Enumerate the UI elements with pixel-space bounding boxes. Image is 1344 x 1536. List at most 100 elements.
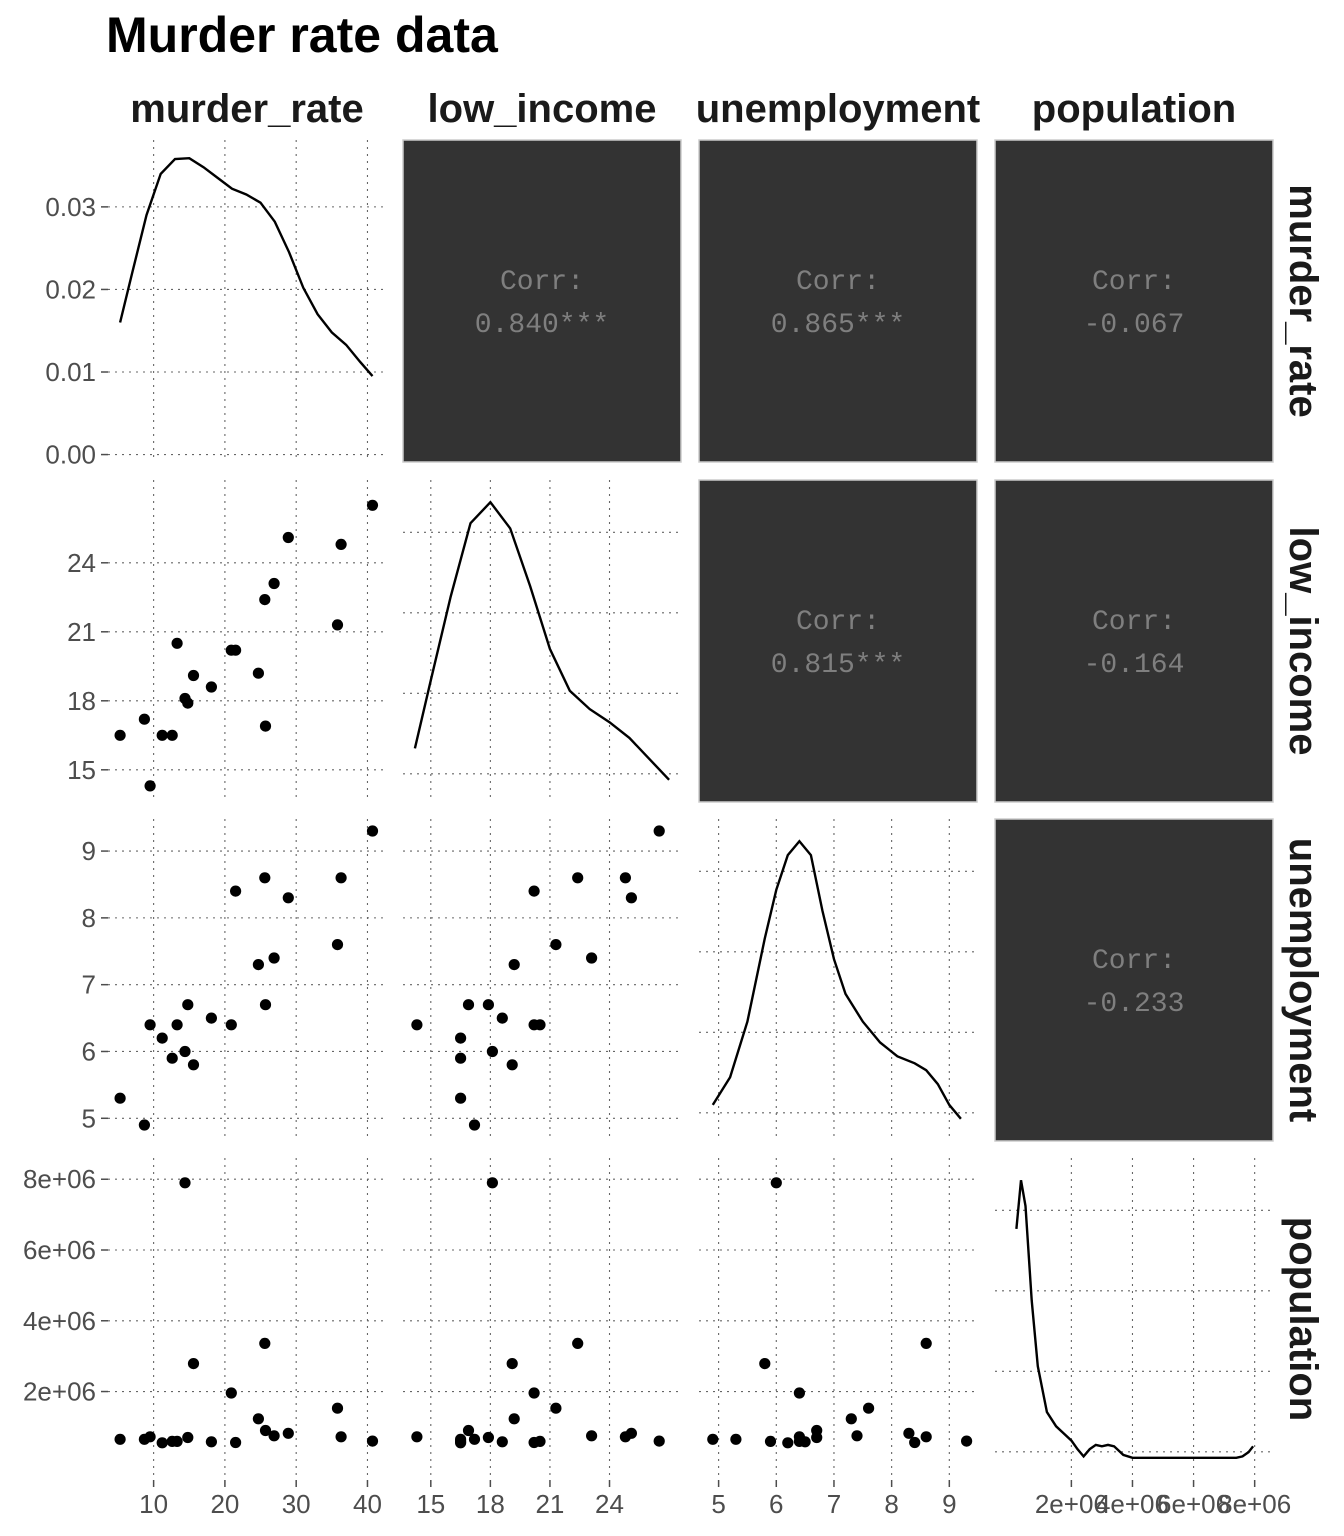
y-tick-label: 6 <box>82 1036 96 1066</box>
data-point <box>114 1433 126 1445</box>
data-point <box>903 1427 915 1439</box>
data-point <box>572 1337 584 1349</box>
y-tick-label: 9 <box>82 836 96 866</box>
data-point <box>411 1019 423 1031</box>
panel-murder_rate-population: Corr: -0.067 <box>994 139 1274 463</box>
data-point <box>455 1092 467 1104</box>
data-point <box>114 1092 126 1104</box>
data-point <box>759 1358 771 1370</box>
data-point <box>166 729 178 741</box>
correlation-panel-background <box>994 479 1274 803</box>
panel-unemployment-unemployment <box>699 819 977 1141</box>
data-point <box>259 594 271 606</box>
correlation-value: -0.233 <box>1084 989 1185 1020</box>
panel-population-low_income: 15 18 21 24 <box>403 1158 681 1519</box>
correlation-label: Corr: <box>1092 267 1176 298</box>
data-point <box>335 1431 347 1443</box>
panel-murder_rate-low_income: Corr: 0.840*** <box>402 139 682 463</box>
data-point <box>508 959 520 971</box>
data-point <box>811 1424 823 1437</box>
row-strip-unemployment: unemployment <box>1281 838 1325 1122</box>
data-point <box>171 637 183 649</box>
x-tick-label: 21 <box>535 1489 564 1519</box>
column-strip-low_income: low_income <box>428 87 657 131</box>
data-point <box>653 825 665 837</box>
y-tick-label: 6e+06 <box>23 1235 96 1265</box>
data-point <box>550 1402 562 1414</box>
x-tick-label: 24 <box>595 1489 624 1519</box>
data-point <box>411 1431 423 1443</box>
y-tick-label: 24 <box>67 548 96 578</box>
data-point <box>462 1424 475 1437</box>
data-point <box>625 892 638 904</box>
x-tick-label: 18 <box>476 1489 505 1519</box>
x-tick-label: 40 <box>353 1489 382 1519</box>
data-point <box>366 825 379 837</box>
panel-murder_rate-unemployment: Corr: 0.865*** <box>698 139 978 463</box>
data-point <box>961 1435 973 1447</box>
correlation-panel-background <box>994 818 1274 1142</box>
data-point <box>252 1413 264 1425</box>
x-tick-label: 20 <box>210 1489 239 1519</box>
y-tick-label: 0.02 <box>45 274 96 304</box>
data-point <box>462 999 475 1011</box>
x-tick-label: 7 <box>827 1489 841 1519</box>
x-tick-label: 6 <box>769 1489 783 1519</box>
data-point <box>182 697 194 709</box>
data-point <box>187 1059 200 1071</box>
x-tick-label: 2e+06 <box>1035 1489 1108 1519</box>
data-point <box>528 885 540 897</box>
correlation-value: 0.865*** <box>771 310 905 341</box>
x-tick-label: 10 <box>139 1489 168 1519</box>
data-point <box>259 720 272 732</box>
data-point <box>144 780 156 792</box>
correlation-label: Corr: <box>1092 946 1176 977</box>
y-tick-label: 15 <box>67 755 96 785</box>
x-tick-label: 8 <box>884 1489 898 1519</box>
column-strip-population: population <box>1032 87 1236 131</box>
column-strip-murder_rate: murder_rate <box>130 87 363 131</box>
data-point <box>230 1436 242 1449</box>
correlation-panel-background <box>994 139 1274 463</box>
data-point <box>114 729 126 741</box>
data-point <box>171 1435 183 1447</box>
density-curve-low_income <box>413 500 670 781</box>
data-point <box>508 1413 520 1425</box>
data-point <box>550 939 562 951</box>
data-point <box>225 1387 237 1399</box>
row-strip-low_income: low_income <box>1281 527 1325 756</box>
y-tick-label: 18 <box>67 686 96 716</box>
data-point <box>572 872 584 884</box>
data-point <box>205 681 217 693</box>
x-tick-label: 5 <box>711 1489 725 1519</box>
data-point <box>455 1435 467 1447</box>
data-point <box>486 1177 498 1189</box>
data-point <box>455 1052 467 1064</box>
data-point <box>331 939 344 951</box>
data-point <box>586 1430 598 1442</box>
x-tick-label: 9 <box>942 1489 956 1519</box>
data-point <box>482 1431 494 1444</box>
data-point <box>482 999 494 1011</box>
data-point <box>259 872 271 884</box>
data-point <box>851 1430 863 1442</box>
data-point <box>259 1424 272 1437</box>
data-point <box>799 1436 811 1448</box>
correlation-panel-background <box>698 139 978 463</box>
data-point <box>282 531 294 544</box>
x-tick-label: 4e+06 <box>1096 1489 1169 1519</box>
density-curve-population <box>1015 1179 1255 1459</box>
density-curve-unemployment <box>711 839 962 1120</box>
data-point <box>268 1430 280 1442</box>
data-point <box>730 1433 742 1445</box>
data-point <box>770 1177 782 1189</box>
density-curve-murder_rate <box>118 156 374 377</box>
panel-low_income-unemployment: Corr: 0.815*** <box>698 479 978 803</box>
correlation-label: Corr: <box>796 267 880 298</box>
data-point <box>187 1358 200 1370</box>
panel-low_income-low_income <box>403 480 681 802</box>
y-tick-label: 21 <box>67 617 96 647</box>
correlation-panel-background <box>698 479 978 803</box>
data-point <box>920 1431 932 1443</box>
